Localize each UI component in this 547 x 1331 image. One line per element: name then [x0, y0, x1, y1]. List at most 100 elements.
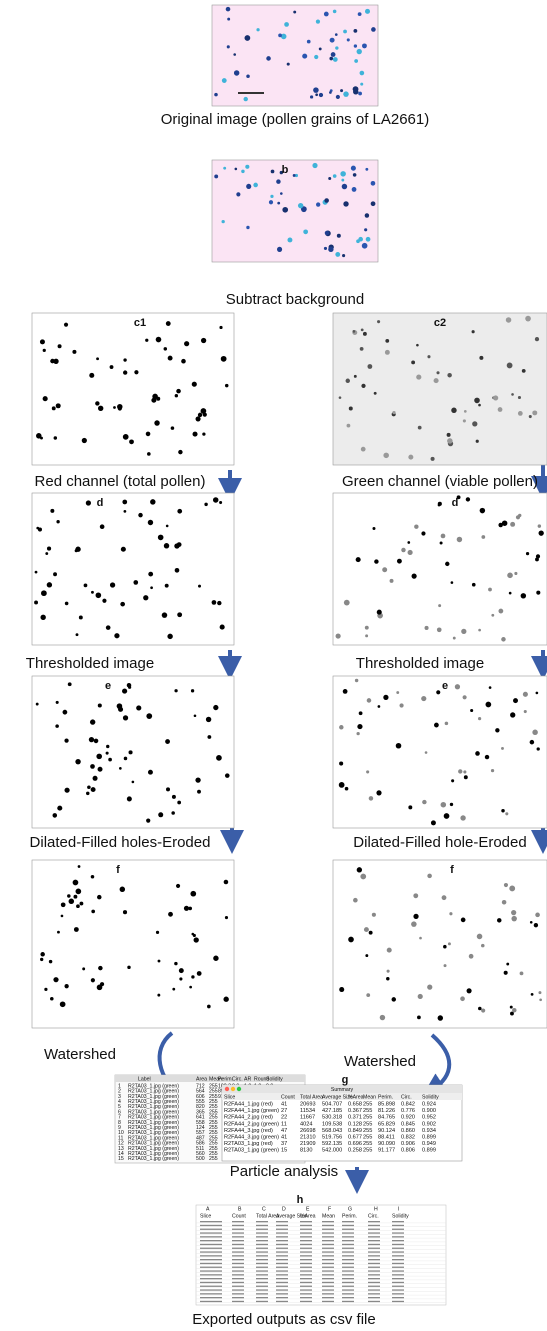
pollen-grain: [41, 590, 47, 597]
pollen-grain: [146, 713, 153, 719]
pollen-grain: [195, 416, 201, 422]
cell-text: [276, 1270, 288, 1272]
pollen-grain: [279, 170, 284, 175]
panel-letter: d: [452, 497, 459, 509]
csv-header: Circ.: [368, 1213, 379, 1219]
table-cell: 560: [196, 1151, 205, 1157]
table-cell: R2TA03_1.jpg (green): [128, 1141, 179, 1147]
cell-text: [276, 1285, 288, 1287]
cell-text: [256, 1266, 268, 1268]
cell-text: [256, 1300, 268, 1303]
table-cell: 0.367: [348, 1108, 362, 1114]
summary-header: [222, 1093, 462, 1100]
table-header: Mean: [363, 1094, 376, 1100]
cell-text: [232, 1262, 244, 1265]
cell-text: [392, 1243, 404, 1246]
panel-letter: d: [97, 497, 104, 509]
pollen-grain: [154, 420, 160, 426]
pollen-grain: [456, 536, 463, 543]
pollen-grain: [364, 213, 370, 218]
pollen-grain: [407, 549, 413, 556]
pollen-grain: [207, 1004, 211, 1009]
pollen-grain: [174, 568, 180, 573]
pollen-grain: [362, 43, 367, 49]
csv-header: Perim.: [342, 1213, 357, 1219]
caption: Thresholded image: [26, 655, 154, 672]
image: [31, 859, 235, 1029]
pollen-grain: [118, 706, 124, 712]
table-cell: 255: [209, 1109, 218, 1115]
pollen-grain: [75, 633, 79, 637]
cell-text: [392, 1228, 404, 1230]
pollen-grain: [55, 700, 59, 704]
pollen-grain: [377, 705, 381, 708]
pollen-grain: [37, 527, 42, 532]
table-cell: 91.177: [378, 1148, 395, 1154]
pollen-grain: [365, 167, 369, 171]
table-cell: 519.756: [322, 1134, 342, 1140]
pollen-grain: [365, 954, 369, 957]
pollen-grain: [106, 744, 110, 749]
pollen-grain: [356, 867, 363, 873]
pollen-grain: [77, 865, 81, 868]
pollen-grain: [55, 724, 59, 728]
table-cell: R2TA03_1.jpg (green): [128, 1083, 179, 1089]
pollen-grain: [89, 372, 95, 378]
cell-text: [300, 1300, 312, 1303]
pollen-grain: [50, 996, 54, 1001]
table-cell: 255: [363, 1128, 372, 1134]
cell-text: [232, 1281, 244, 1284]
pollen-grain: [171, 794, 176, 799]
pollen-grain: [150, 499, 156, 505]
pollen-grain: [361, 242, 368, 249]
table-cell: 641: [196, 1115, 205, 1121]
pollen-grain: [427, 984, 433, 990]
pollen-grain: [414, 524, 419, 529]
cell-text: [322, 1274, 334, 1276]
pollen-grain: [60, 914, 64, 918]
pollen-grain: [122, 499, 128, 505]
pollen-grain: [440, 533, 446, 539]
pollen-grain: [444, 721, 449, 726]
pollen-grain: [40, 614, 46, 621]
pollen-grain: [226, 45, 230, 49]
cell-text: [232, 1278, 244, 1280]
pollen-grain: [99, 524, 105, 530]
pollen-grain: [470, 708, 474, 713]
cell-text: [276, 1293, 288, 1295]
pollen-grain: [287, 237, 293, 243]
cell-text: [200, 1236, 222, 1238]
pollen-grain: [485, 701, 492, 708]
pollen-grain: [507, 572, 513, 579]
pollen-grain: [76, 904, 80, 909]
window-title: Summary: [331, 1087, 354, 1093]
cell-text: [300, 1289, 312, 1291]
column-letter: I: [398, 1206, 399, 1212]
pollen-grain: [55, 403, 61, 409]
pollen-grain: [92, 775, 98, 781]
pollen-grain: [356, 239, 360, 244]
pollen-grain: [352, 173, 357, 177]
pollen-grain: [270, 169, 275, 174]
table-cell: 0.258: [348, 1148, 362, 1154]
pollen-grain: [456, 495, 461, 500]
pollen-grain: [514, 571, 518, 576]
cell-text: [342, 1270, 354, 1272]
pollen-grain: [481, 943, 485, 948]
pollen-grain: [90, 787, 96, 793]
pollen-grain: [454, 684, 461, 690]
caption: Dilated-Filled holes-Eroded: [30, 834, 211, 851]
table-cell: 4024: [300, 1121, 312, 1127]
pollen-grain: [277, 201, 281, 205]
pollen-grain: [449, 912, 453, 916]
pollen-grain: [411, 360, 416, 365]
table-cell: 0.371: [348, 1115, 362, 1121]
cell-text: [392, 1266, 404, 1268]
cell-text: [300, 1221, 312, 1223]
pollen-grain: [510, 712, 516, 718]
pollen-grain: [505, 317, 512, 323]
cell-text: [276, 1224, 288, 1227]
cell-text: [368, 1270, 380, 1272]
pollen-grain: [501, 809, 505, 813]
cell-text: [276, 1247, 288, 1249]
